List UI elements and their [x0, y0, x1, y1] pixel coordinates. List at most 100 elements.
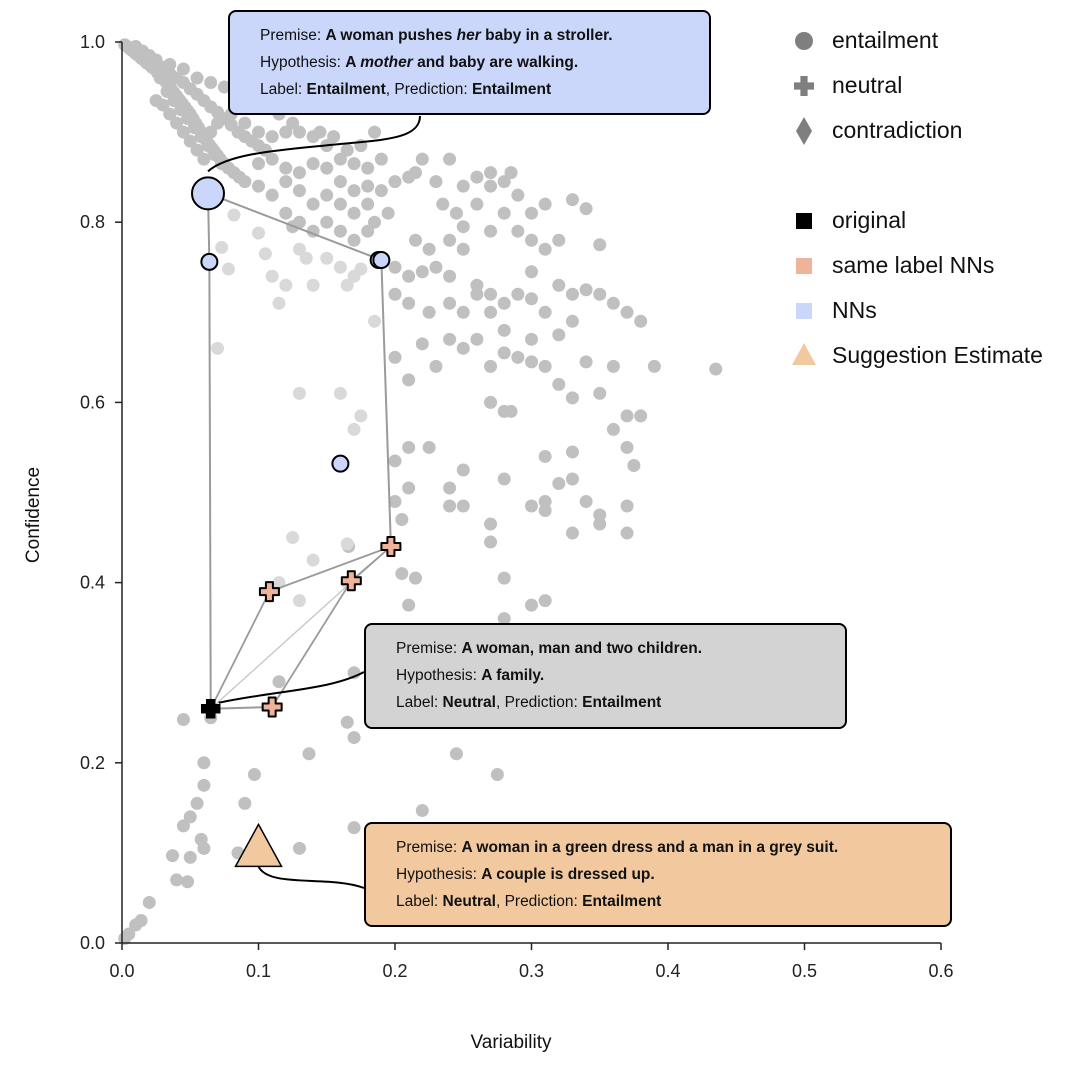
- annotation-connector: [207, 115, 421, 173]
- faded-data-point: [347, 422, 361, 436]
- data-point: [395, 513, 409, 527]
- data-point: [620, 526, 634, 540]
- faded-data-point: [354, 409, 368, 423]
- data-point: [176, 819, 190, 833]
- data-point: [170, 873, 184, 887]
- highlight-marks: [190, 176, 402, 868]
- annotation-connector: [257, 865, 365, 889]
- data-point: [709, 362, 723, 376]
- data-point: [422, 242, 436, 256]
- data-point: [443, 332, 457, 346]
- data-point: [456, 305, 470, 319]
- faded-data-point: [333, 260, 347, 274]
- data-point: [470, 278, 484, 292]
- data-point: [443, 481, 457, 495]
- data-point: [395, 567, 409, 581]
- data-point: [511, 350, 525, 364]
- data-point: [361, 161, 375, 175]
- data-point: [347, 184, 361, 198]
- faded-data-point: [306, 553, 320, 567]
- data-point: [449, 206, 463, 220]
- data-point: [620, 305, 634, 319]
- data-point: [402, 269, 416, 283]
- data-point: [306, 197, 320, 211]
- data-point: [181, 875, 195, 889]
- data-point: [306, 157, 320, 171]
- data-point: [538, 197, 552, 211]
- same-label-nn-point: [261, 696, 283, 718]
- data-point: [279, 161, 293, 175]
- data-point: [620, 499, 634, 513]
- data-point: [252, 157, 265, 171]
- y-tick-label: 0.8: [80, 212, 105, 232]
- data-point: [525, 292, 538, 306]
- data-point: [470, 197, 484, 211]
- data-point: [333, 224, 347, 238]
- suggestion-label: Label: Neutral, Prediction: Entailment: [396, 893, 662, 910]
- data-point: [565, 391, 579, 405]
- data-point: [388, 287, 402, 301]
- data-point: [292, 184, 306, 198]
- data-point: [347, 206, 361, 220]
- annotation-connector: [218, 671, 365, 704]
- data-point: [381, 206, 395, 220]
- legend-label: original: [832, 207, 906, 233]
- data-point: [361, 224, 375, 238]
- faded-data-point: [299, 251, 313, 265]
- data-point: [265, 130, 279, 144]
- data-point: [176, 713, 190, 727]
- data-point: [368, 125, 382, 139]
- data-point: [422, 305, 436, 319]
- data-point: [429, 359, 443, 373]
- data-point: [368, 215, 382, 229]
- data-point: [347, 731, 361, 745]
- data-point: [606, 422, 620, 436]
- legend-marker-plus: [794, 76, 814, 96]
- data-point: [593, 287, 607, 301]
- y-tick-label: 0.6: [80, 392, 105, 412]
- annotation-connectors: [207, 115, 421, 889]
- legend-marker-circle: [795, 32, 813, 50]
- data-point: [204, 76, 218, 90]
- data-point: [443, 233, 457, 247]
- data-point: [484, 395, 498, 409]
- data-point: [538, 504, 552, 518]
- data-point: [374, 184, 388, 198]
- data-point: [456, 341, 470, 355]
- data-point: [333, 175, 347, 189]
- data-point: [456, 242, 470, 256]
- data-point: [292, 125, 306, 139]
- data-point: [286, 116, 300, 130]
- faded-data-point: [354, 262, 368, 276]
- x-tick-label: 0.2: [382, 961, 407, 981]
- nn-point: [200, 252, 219, 271]
- faded-data-point: [272, 296, 286, 310]
- data-point: [497, 346, 511, 360]
- data-point: [552, 377, 566, 391]
- data-point: [181, 112, 195, 126]
- nn-annotated-point: [190, 176, 225, 211]
- nn-edge: [380, 260, 392, 547]
- data-point: [579, 283, 593, 297]
- data-point: [525, 332, 538, 346]
- suggestion-hypothesis: Hypothesis: A couple is dressed up.: [396, 866, 655, 883]
- nn-point: [331, 454, 350, 473]
- x-tick-label: 0.6: [928, 961, 953, 981]
- same-label-nn-point: [380, 536, 402, 558]
- faded-data-point: [292, 386, 306, 400]
- data-point: [292, 215, 306, 229]
- x-axis-title: Variability: [471, 1032, 552, 1053]
- data-point: [402, 440, 416, 454]
- original-label: Label: Neutral, Prediction: Entailment: [396, 694, 662, 711]
- data-point: [197, 756, 211, 770]
- faded-points: [211, 208, 382, 608]
- nn-edge: [208, 261, 212, 709]
- data-point: [552, 476, 566, 490]
- data-point: [292, 166, 306, 180]
- data-point: [429, 260, 443, 274]
- data-point: [552, 233, 566, 247]
- data-point: [606, 296, 620, 310]
- x-tick-label: 0.0: [109, 961, 134, 981]
- data-point: [320, 161, 334, 175]
